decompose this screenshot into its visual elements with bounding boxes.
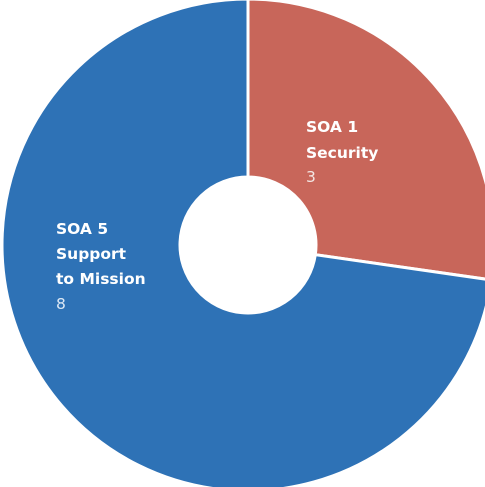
slice-value-soa1: 3 (306, 168, 316, 186)
slice-value-soa5: 8 (56, 295, 66, 313)
slice-label-soa5-line2: Support (56, 245, 127, 263)
slice-label-soa1-line1: SOA 1 (306, 118, 358, 136)
slice-label-soa5-line1: SOA 5 (56, 220, 108, 238)
slice-label-soa5-line3: to Mission (56, 270, 146, 288)
slice-label-soa1: SOA 1 Security (306, 118, 378, 162)
donut-slice-1 (246, 0, 485, 281)
slice-label-soa5: SOA 5 Support to Mission (56, 220, 146, 288)
slice-label-soa1-line2: Security (306, 144, 378, 162)
